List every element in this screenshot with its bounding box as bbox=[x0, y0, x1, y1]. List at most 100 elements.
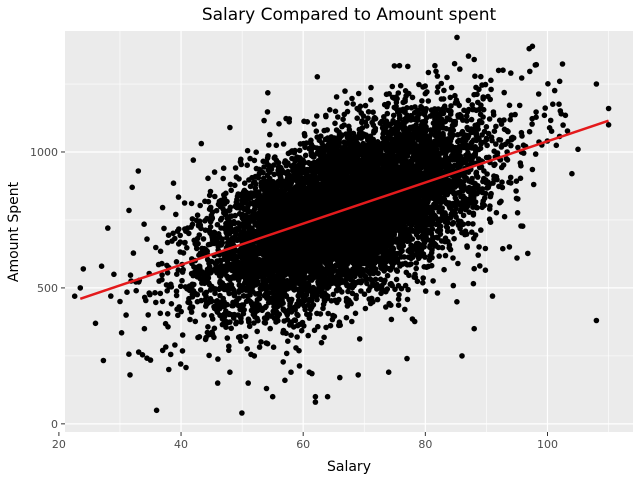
data-point bbox=[223, 190, 229, 197]
data-point bbox=[493, 141, 499, 147]
data-point bbox=[498, 164, 505, 171]
data-point bbox=[273, 142, 280, 149]
data-point bbox=[562, 112, 569, 119]
data-point bbox=[177, 361, 184, 367]
data-point bbox=[472, 73, 478, 79]
data-point bbox=[168, 301, 175, 307]
scatter-points bbox=[71, 34, 612, 416]
data-point bbox=[493, 123, 499, 130]
data-point bbox=[464, 243, 470, 249]
data-point bbox=[486, 116, 493, 122]
data-point bbox=[183, 364, 189, 371]
data-point bbox=[178, 308, 184, 315]
data-point bbox=[229, 256, 236, 263]
data-point bbox=[267, 131, 273, 138]
data-point bbox=[318, 339, 325, 346]
data-point bbox=[343, 314, 350, 321]
data-point bbox=[224, 335, 231, 341]
data-point bbox=[199, 280, 205, 286]
data-point bbox=[202, 336, 209, 343]
data-point bbox=[177, 232, 183, 239]
data-point bbox=[344, 303, 351, 309]
data-point bbox=[203, 289, 210, 296]
data-point bbox=[313, 128, 320, 134]
data-point bbox=[175, 194, 182, 200]
data-point bbox=[349, 95, 355, 102]
data-point bbox=[434, 89, 441, 95]
data-point bbox=[507, 174, 514, 181]
data-point bbox=[187, 316, 193, 323]
data-point bbox=[519, 133, 525, 139]
data-point bbox=[228, 325, 234, 332]
data-point bbox=[413, 265, 420, 272]
data-point bbox=[226, 347, 232, 354]
data-point bbox=[515, 196, 521, 202]
data-point bbox=[242, 333, 249, 340]
data-point bbox=[513, 188, 519, 194]
data-point bbox=[205, 198, 212, 205]
data-point bbox=[333, 94, 340, 100]
data-point bbox=[476, 86, 482, 93]
data-point bbox=[500, 245, 506, 252]
data-point bbox=[433, 68, 439, 75]
data-point bbox=[439, 244, 446, 251]
data-point bbox=[276, 311, 283, 318]
data-point bbox=[436, 253, 443, 259]
data-point bbox=[265, 299, 272, 306]
data-point bbox=[211, 325, 218, 332]
data-point bbox=[442, 118, 449, 125]
data-point bbox=[547, 117, 554, 124]
data-point bbox=[165, 324, 171, 330]
data-point bbox=[345, 288, 351, 295]
data-point bbox=[465, 53, 472, 59]
data-point bbox=[450, 282, 457, 289]
data-point bbox=[541, 112, 548, 119]
data-point bbox=[285, 338, 291, 345]
data-point bbox=[194, 291, 201, 298]
chart-title: Salary Compared to Amount spent bbox=[202, 5, 497, 25]
data-point bbox=[340, 116, 346, 123]
data-point bbox=[361, 291, 368, 298]
data-point bbox=[157, 248, 164, 255]
data-point bbox=[175, 267, 182, 273]
data-point bbox=[254, 328, 260, 335]
data-point bbox=[189, 216, 196, 222]
data-point bbox=[144, 236, 150, 242]
data-point bbox=[545, 81, 551, 87]
data-point bbox=[430, 221, 436, 227]
data-point bbox=[501, 117, 507, 123]
data-point bbox=[388, 316, 395, 323]
data-point bbox=[315, 323, 321, 330]
data-point bbox=[127, 272, 134, 279]
data-point bbox=[444, 74, 450, 81]
data-point bbox=[441, 266, 447, 273]
data-point bbox=[434, 290, 441, 296]
data-point bbox=[335, 114, 341, 120]
data-point bbox=[314, 134, 321, 140]
data-point bbox=[332, 120, 338, 127]
data-point bbox=[179, 332, 186, 338]
data-point bbox=[204, 329, 211, 336]
data-point bbox=[505, 128, 511, 135]
data-point bbox=[167, 351, 174, 358]
data-point bbox=[239, 410, 245, 416]
data-point bbox=[332, 108, 339, 115]
data-point bbox=[448, 103, 454, 109]
data-point bbox=[499, 179, 505, 185]
data-point bbox=[164, 270, 171, 276]
data-point bbox=[450, 219, 457, 226]
data-point bbox=[214, 221, 221, 228]
data-point bbox=[447, 94, 454, 101]
data-point bbox=[478, 73, 484, 80]
data-point bbox=[477, 263, 483, 269]
data-point bbox=[244, 162, 250, 168]
data-point bbox=[435, 84, 441, 90]
data-point bbox=[432, 62, 438, 69]
data-point bbox=[173, 292, 180, 299]
data-point bbox=[517, 175, 524, 182]
data-point bbox=[173, 259, 180, 265]
data-point bbox=[232, 182, 238, 189]
data-point bbox=[298, 327, 305, 334]
data-point bbox=[352, 310, 359, 317]
data-point bbox=[177, 283, 184, 290]
